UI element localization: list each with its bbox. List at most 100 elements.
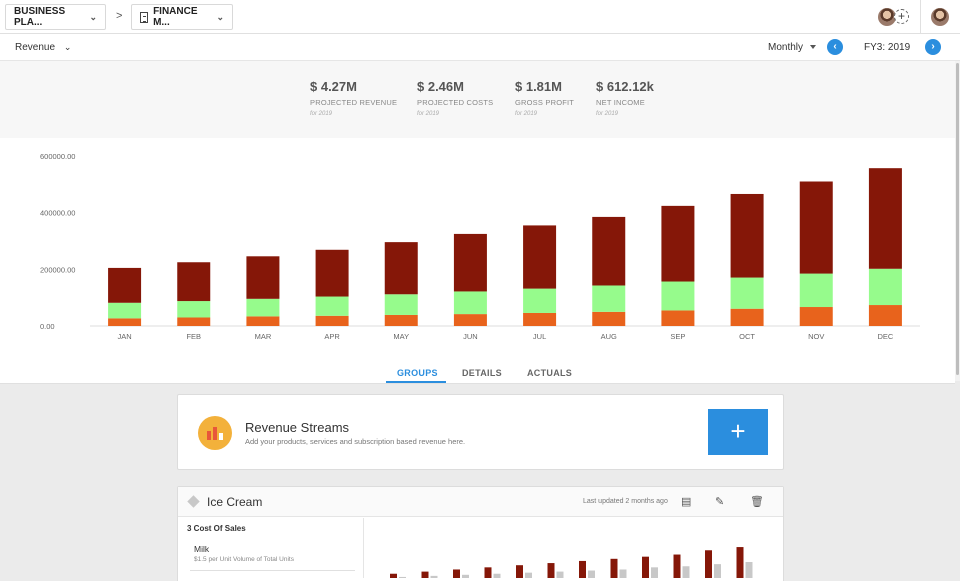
bar-segment-jun-s2[interactable] xyxy=(453,233,487,292)
add-revenue-stream-button[interactable]: + xyxy=(708,409,768,455)
metric-projected-costs: $ 2.46M PROJECTED COSTS for 2019 xyxy=(417,79,493,117)
bar-segment-oct-s0[interactable] xyxy=(730,308,764,326)
bar-segment-sep-s2[interactable] xyxy=(661,205,695,282)
metric-value: $ 612.12k xyxy=(596,79,654,94)
bar-segment-may-s2[interactable] xyxy=(384,242,418,295)
breadcrumb-separator: > xyxy=(116,10,123,22)
ice-cream-title: Ice Cream xyxy=(207,495,263,509)
mini-bar-5-s0 xyxy=(547,563,555,578)
period-selector[interactable]: Monthly xyxy=(768,42,804,53)
x-tick-label: OCT xyxy=(739,332,755,341)
summary-panel: $ 4.27M PROJECTED REVENUE for 2019 $ 2.4… xyxy=(0,61,955,138)
chevron-right-icon: › xyxy=(931,41,935,52)
metric-label: GROSS PROFIT xyxy=(515,98,575,107)
mini-bar-4-s1 xyxy=(525,572,532,578)
bar-segment-nov-s0[interactable] xyxy=(799,307,833,326)
bar-segment-apr-s2[interactable] xyxy=(315,249,349,297)
bar-segment-sep-s1[interactable] xyxy=(661,281,695,311)
bar-segment-feb-s2[interactable] xyxy=(177,262,211,302)
bar-segment-jun-s0[interactable] xyxy=(453,314,487,326)
view-selector-label: Revenue xyxy=(15,42,56,53)
bar-segment-aug-s0[interactable] xyxy=(592,311,626,326)
caret-down-icon[interactable] xyxy=(810,45,816,49)
x-tick-label: JUN xyxy=(463,332,478,341)
metric-label: NET INCOME xyxy=(596,98,645,107)
scrollbar-thumb[interactable] xyxy=(956,63,959,375)
user-avatar[interactable] xyxy=(931,8,949,26)
revenue-streams-title: Revenue Streams xyxy=(245,420,350,435)
x-tick-label: SEP xyxy=(670,332,685,341)
metric-label: PROJECTED REVENUE xyxy=(310,98,398,107)
bar-segment-dec-s1[interactable] xyxy=(868,268,902,306)
bar-segment-dec-s2[interactable] xyxy=(868,168,902,269)
next-year-button[interactable]: › xyxy=(925,39,941,55)
finance-model-selector[interactable]: FINANCE M... ⌄ xyxy=(131,4,233,30)
bar-segment-feb-s1[interactable] xyxy=(177,301,211,318)
mini-bar-9-s0 xyxy=(673,554,681,578)
bar-segment-jan-s0[interactable] xyxy=(108,318,142,326)
bar-segment-aug-s2[interactable] xyxy=(592,216,626,286)
revenue-streams-description: Add your products, services and subscrip… xyxy=(245,437,466,446)
metric-period: for 2019 xyxy=(310,111,333,117)
bar-segment-dec-s0[interactable] xyxy=(868,305,902,326)
mini-bar-0-s1 xyxy=(399,576,406,578)
bar-segment-oct-s2[interactable] xyxy=(730,193,764,278)
bar-segment-mar-s1[interactable] xyxy=(246,298,280,317)
comment-icon[interactable]: ▤ xyxy=(681,496,692,508)
tab-details[interactable]: DETAILS xyxy=(462,368,502,378)
y-tick-label: 600000.00 xyxy=(40,152,75,161)
top-bar: BUSINESS PLA... ⌄ > FINANCE M... ⌄ + xyxy=(0,0,960,34)
ice-cream-card: Ice Cream Last updated 2 months ago ▤ ✎ … xyxy=(177,486,784,581)
bar-segment-nov-s2[interactable] xyxy=(799,181,833,274)
bar-segment-nov-s1[interactable] xyxy=(799,273,833,308)
bar-segment-jan-s2[interactable] xyxy=(108,267,142,303)
add-user-icon[interactable]: + xyxy=(894,9,909,24)
revenue-streams-card: Revenue Streams Add your products, servi… xyxy=(177,394,784,470)
tab-actuals[interactable]: ACTUALS xyxy=(527,368,573,378)
metric-value: $ 4.27M xyxy=(310,79,357,94)
x-tick-label: DEC xyxy=(877,332,893,341)
last-updated-label: Last updated 2 months ago xyxy=(583,498,668,505)
bar-segment-jul-s0[interactable] xyxy=(523,312,557,326)
bar-segment-may-s0[interactable] xyxy=(384,314,418,326)
previous-year-button[interactable]: ‹ xyxy=(827,39,843,55)
plan-name: BUSINESS PLA... xyxy=(14,6,66,28)
view-controls-bar: Revenue ⌄ Monthly ‹ FY3: 2019 › xyxy=(0,34,960,61)
tab-groups[interactable]: GROUPS xyxy=(397,368,438,378)
bar-segment-sep-s0[interactable] xyxy=(661,310,695,326)
collaborator-avatar[interactable] xyxy=(878,8,896,26)
fiscal-year-label: FY3: 2019 xyxy=(864,42,911,53)
revenue-chart-svg: 0.00 200000.00 400000.00 600000.00 JAN FEB MAR… xyxy=(40,152,920,341)
x-tick-label: MAY xyxy=(393,332,409,341)
plus-icon: + xyxy=(730,416,746,446)
bar-segment-mar-s0[interactable] xyxy=(246,316,280,326)
bar-segment-jan-s1[interactable] xyxy=(108,302,142,319)
mini-bar-1-s0 xyxy=(421,571,429,578)
x-tick-label: JUL xyxy=(533,332,546,341)
mini-bar-5-s1 xyxy=(556,571,564,578)
metric-label: PROJECTED COSTS xyxy=(417,98,494,107)
bar-segment-oct-s1[interactable] xyxy=(730,277,764,309)
plan-selector[interactable]: BUSINESS PLA... ⌄ xyxy=(5,4,106,30)
delete-icon[interactable]: 🗑 xyxy=(750,496,764,508)
view-selector[interactable]: Revenue ⌄ xyxy=(15,42,71,53)
bar-segment-jul-s1[interactable] xyxy=(523,288,557,313)
bar-segment-jun-s1[interactable] xyxy=(453,291,487,315)
bar-segment-jul-s2[interactable] xyxy=(523,225,557,289)
ice-cream-header: Ice Cream Last updated 2 months ago ▤ ✎ … xyxy=(178,487,783,517)
chevron-down-icon: ⌄ xyxy=(89,11,97,22)
bar-segment-aug-s1[interactable] xyxy=(592,285,626,312)
metric-gross-profit: $ 1.81M GROSS PROFIT for 2019 xyxy=(515,79,574,117)
mini-bar-7-s0 xyxy=(610,558,618,578)
edit-icon[interactable]: ✎ xyxy=(715,496,725,508)
bar-segment-apr-s0[interactable] xyxy=(315,315,349,326)
bar-segment-may-s1[interactable] xyxy=(384,294,418,315)
cost-of-sales-panel: 3 Cost Of Sales Milk $1.5 per Unit Volum… xyxy=(178,518,364,578)
mini-bar-7-s1 xyxy=(619,569,627,578)
bar-segment-feb-s0[interactable] xyxy=(177,317,211,327)
y-tick-label: 0.00 xyxy=(40,322,55,331)
x-tick-label: JAN xyxy=(117,332,131,341)
cost-item-name[interactable]: Milk xyxy=(194,544,210,554)
bar-segment-apr-s1[interactable] xyxy=(315,296,349,316)
bar-segment-mar-s2[interactable] xyxy=(246,256,280,299)
